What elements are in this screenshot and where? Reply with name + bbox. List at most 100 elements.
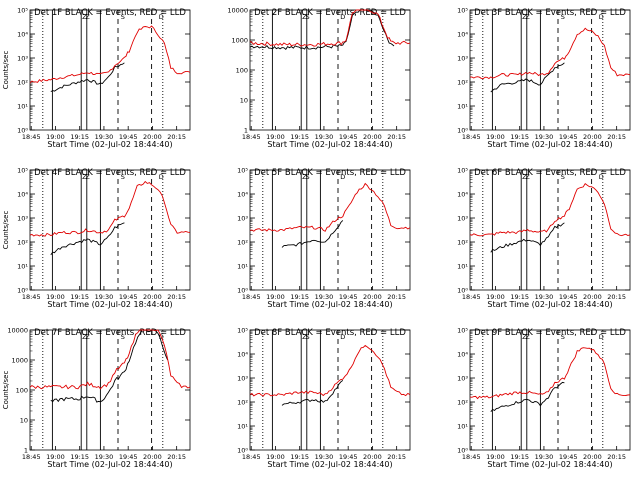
marker-label: D [599,173,604,181]
x-tick-label: 20:00 [363,133,382,141]
y-tick-label: 10³ [237,375,248,383]
y-tick-label: 10² [457,79,468,87]
y-tick-label: 10⁴ [457,31,468,39]
marker-label: Z [522,333,527,341]
y-tick-label: 10¹ [457,263,468,271]
plot-frame [249,169,411,291]
x-tick-label: 19:30 [315,293,334,301]
x-tick-label: 19:15 [510,293,529,301]
series-line-events [281,380,344,406]
marker-label: Z [82,173,87,181]
x-tick-label: 20:15 [607,453,626,461]
y-tick-label: 10000 [7,327,28,335]
marker-label: Z [82,333,87,341]
plot-frame [29,169,191,291]
series-line-lld [29,25,191,84]
series-line-events [490,62,565,93]
x-tick-label: 20:15 [387,453,406,461]
plot-frame [469,169,631,291]
y-tick-label: 10¹ [17,103,28,111]
y-tick-label: 100 [16,387,28,395]
y-tick-label: 10¹ [457,103,468,111]
x-tick-label: 20:00 [143,133,162,141]
x-tick-label: 20:00 [143,293,162,301]
y-tick-label: 10⁵ [17,167,28,175]
y-tick-label: 10³ [457,375,468,383]
x-tick-label: 19:00 [46,293,65,301]
marker-label: D [340,173,345,181]
x-axis-label: Start Time (02-Jul-02 18:44:40) [267,300,392,309]
x-tick-label: 19:45 [119,293,138,301]
x-tick-label: 19:30 [535,453,554,461]
x-tick-label: 19:45 [559,293,578,301]
y-tick-label: 10⁵ [457,7,468,15]
marker-label: Z [82,13,87,21]
marker-label: Z [85,13,90,21]
series-line-lld [469,182,631,237]
x-tick-label: 19:00 [486,453,505,461]
x-tick-label: 18:45 [22,133,41,141]
x-tick-label: 19:00 [266,453,285,461]
y-tick-label: 10⁰ [237,447,248,455]
x-tick-label: 19:15 [290,133,309,141]
x-tick-label: 20:15 [167,293,186,301]
y-tick-label: 1 [244,127,248,135]
series-line-events [281,220,344,248]
marker-label: Z [522,173,527,181]
x-tick-label: 20:15 [607,133,626,141]
panel-title: Det 6F BLACK = Events, RED = LLD [474,168,626,178]
series-line-events [50,62,125,92]
x-tick-label: 19:15 [70,133,89,141]
x-axis-label: Start Time (02-Jul-02 18:44:40) [47,140,172,149]
marker-label: S [561,13,565,21]
plot-frame [29,9,191,131]
marker-label: Z [302,13,307,21]
plot-frame [249,329,411,451]
series-line-lld [249,9,411,47]
x-tick-label: 19:45 [339,293,358,301]
y-tick-label: 10000 [227,7,248,15]
series-line-events [490,222,565,253]
y-tick-label: 10⁰ [17,287,28,295]
series-line-lld [249,182,411,232]
marker-label: S [121,333,125,341]
marker-label: Z [525,173,530,181]
marker-label: Z [522,13,527,21]
x-tick-label: 18:45 [242,453,261,461]
marker-label: D [599,333,604,341]
series-line-lld [29,180,191,237]
x-tick-label: 19:15 [290,453,309,461]
x-axis-label: Start Time (02-Jul-02 18:44:40) [47,460,172,469]
marker-label: S [121,173,125,181]
marker-label: S [561,333,565,341]
marker-label: S [121,13,125,21]
series-line-lld [469,347,631,400]
x-tick-label: 20:00 [583,453,602,461]
y-tick-label: 10¹ [237,423,248,431]
x-tick-label: 20:00 [363,293,382,301]
marker-label: Z [85,173,90,181]
x-tick-label: 19:30 [535,133,554,141]
y-tick-label: 10² [457,399,468,407]
x-tick-label: 20:00 [583,133,602,141]
x-tick-label: 19:30 [535,293,554,301]
y-axis-label: Counts/sec [2,211,10,250]
plot-frame [249,9,411,131]
y-tick-label: 10³ [457,215,468,223]
y-tick-label: 100 [236,67,248,75]
x-tick-label: 18:45 [462,453,481,461]
y-tick-label: 10³ [17,55,28,63]
marker-label: D [159,13,164,21]
x-tick-label: 19:00 [266,133,285,141]
y-axis-label: Counts/sec [2,51,10,90]
y-tick-label: 10³ [17,215,28,223]
marker-label: Z [302,173,307,181]
x-tick-label: 19:45 [119,133,138,141]
series-line-events [490,381,565,412]
x-tick-label: 19:15 [290,293,309,301]
y-tick-label: 10 [240,97,248,105]
x-tick-label: 19:45 [339,453,358,461]
